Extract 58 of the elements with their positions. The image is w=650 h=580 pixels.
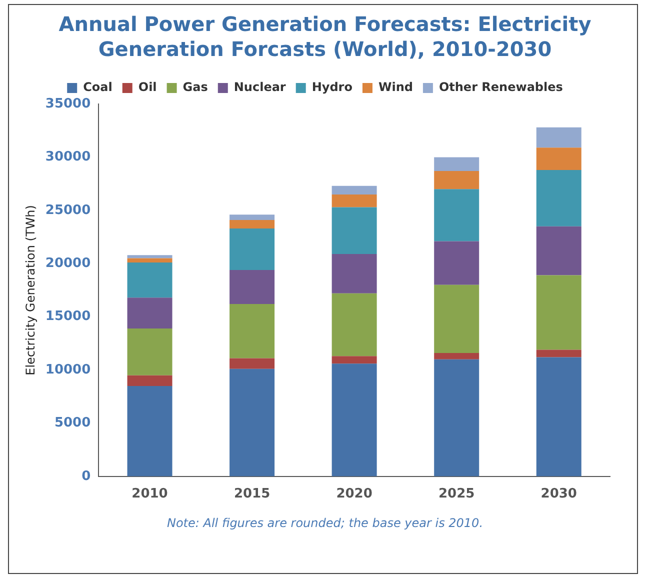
bar bbox=[127, 262, 172, 298]
bar bbox=[536, 350, 582, 358]
x-tick-label: 2030 bbox=[540, 486, 577, 502]
bar bbox=[434, 284, 480, 353]
x-tick-label: 2015 bbox=[234, 486, 270, 502]
y-tick-label: 35000 bbox=[45, 96, 91, 112]
bar bbox=[332, 254, 377, 294]
legend-label: Coal bbox=[83, 80, 112, 94]
bar bbox=[127, 255, 172, 258]
chart-title: Annual Power Generation Forecasts: Electricity Generation Forcasts (World), 2010-2030 bbox=[58, 12, 592, 62]
legend-label: Nuclear bbox=[234, 80, 286, 94]
bar bbox=[230, 228, 275, 270]
y-tick-label: 0 bbox=[82, 468, 91, 484]
x-tick-label: 2020 bbox=[336, 486, 372, 502]
bar bbox=[127, 258, 172, 263]
bar bbox=[536, 127, 582, 148]
bar bbox=[434, 359, 480, 476]
bar bbox=[332, 293, 377, 356]
bar bbox=[230, 214, 275, 220]
bar bbox=[230, 304, 275, 358]
legend-label: Hydro bbox=[312, 80, 352, 94]
bar bbox=[127, 375, 172, 386]
bar bbox=[536, 275, 582, 350]
x-tick-label: 2010 bbox=[132, 486, 168, 502]
bar bbox=[230, 270, 275, 304]
y-tick-label: 10000 bbox=[45, 362, 91, 378]
bar bbox=[332, 186, 377, 194]
bar bbox=[230, 368, 275, 476]
legend-label: Gas bbox=[182, 80, 208, 94]
bar bbox=[127, 328, 172, 376]
bar bbox=[230, 358, 275, 369]
y-tick-label: 5000 bbox=[54, 416, 91, 431]
bar bbox=[230, 220, 275, 228]
bar bbox=[536, 148, 582, 170]
y-tick-label: 15000 bbox=[45, 309, 91, 324]
bar bbox=[536, 357, 582, 476]
x-tick-label: 2025 bbox=[438, 486, 475, 502]
bar bbox=[536, 226, 582, 276]
bar bbox=[434, 241, 480, 285]
bar bbox=[127, 298, 172, 329]
y-tick-label: 20000 bbox=[45, 256, 91, 271]
bar bbox=[434, 171, 480, 190]
bar bbox=[127, 386, 172, 476]
bar bbox=[434, 157, 480, 172]
bar bbox=[536, 170, 582, 226]
y-tick-label: 30000 bbox=[45, 150, 91, 165]
y-axis-title: Electricity Generation (TWh) bbox=[23, 205, 38, 376]
bar bbox=[332, 207, 377, 254]
y-tick-label: 25000 bbox=[45, 202, 91, 218]
bar bbox=[332, 356, 377, 364]
bar bbox=[332, 194, 377, 208]
legend-label: Wind bbox=[378, 80, 413, 94]
text: Note: All figures are rounded; the base year is 2010. bbox=[166, 516, 484, 530]
bar bbox=[332, 364, 377, 476]
bar bbox=[434, 352, 480, 360]
bar bbox=[434, 189, 480, 242]
legend-label: Other Renewables bbox=[438, 80, 563, 94]
legend-label: Oil bbox=[138, 80, 157, 94]
